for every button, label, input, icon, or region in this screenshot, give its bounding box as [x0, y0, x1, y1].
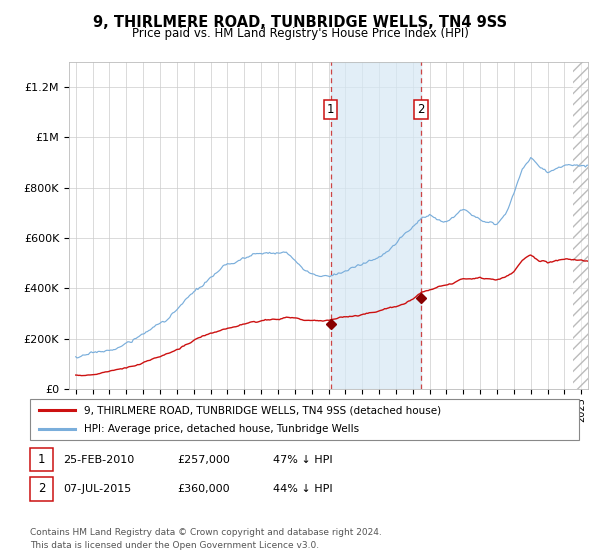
Bar: [331, 62, 421, 389]
Text: 07-JUL-2015: 07-JUL-2015: [63, 484, 131, 494]
Text: 9, THIRLMERE ROAD, TUNBRIDGE WELLS, TN4 9SS: 9, THIRLMERE ROAD, TUNBRIDGE WELLS, TN4 …: [93, 15, 507, 30]
Text: 44% ↓ HPI: 44% ↓ HPI: [273, 484, 332, 494]
Text: 1: 1: [327, 102, 334, 115]
Text: HPI: Average price, detached house, Tunbridge Wells: HPI: Average price, detached house, Tunb…: [84, 424, 359, 433]
Text: 1: 1: [38, 453, 45, 466]
Text: 25-FEB-2010: 25-FEB-2010: [63, 455, 134, 465]
Text: 9, THIRLMERE ROAD, TUNBRIDGE WELLS, TN4 9SS (detached house): 9, THIRLMERE ROAD, TUNBRIDGE WELLS, TN4 …: [84, 405, 441, 415]
Text: Price paid vs. HM Land Registry's House Price Index (HPI): Price paid vs. HM Land Registry's House …: [131, 27, 469, 40]
Text: 2: 2: [418, 102, 425, 115]
Text: Contains HM Land Registry data © Crown copyright and database right 2024.
This d: Contains HM Land Registry data © Crown c…: [30, 529, 382, 550]
Text: £360,000: £360,000: [177, 484, 230, 494]
Text: £257,000: £257,000: [177, 455, 230, 465]
Text: 2: 2: [38, 482, 45, 496]
Text: 47% ↓ HPI: 47% ↓ HPI: [273, 455, 332, 465]
